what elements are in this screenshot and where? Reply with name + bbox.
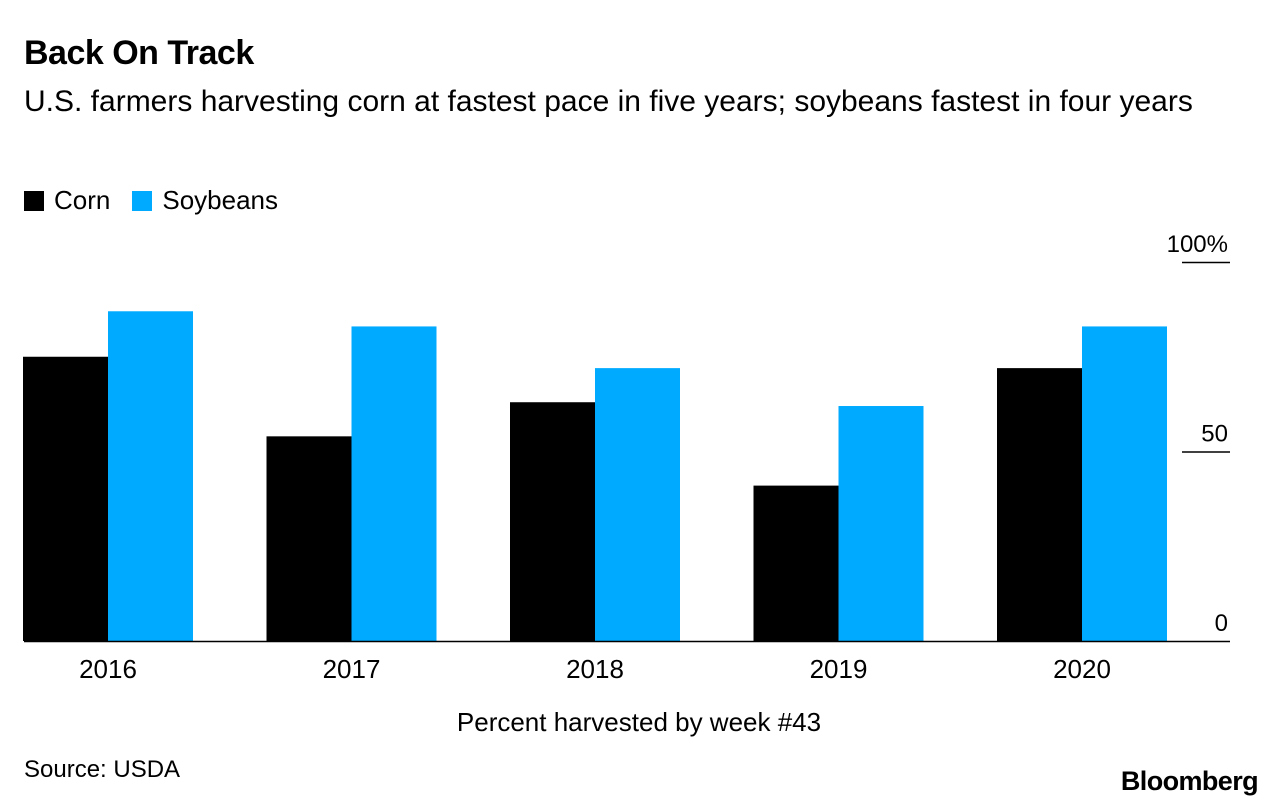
bar-soybeans-2017 bbox=[351, 326, 437, 641]
bar-corn-2020 bbox=[997, 368, 1082, 641]
y-tick-label-0: 0 bbox=[1215, 610, 1228, 637]
x-tick-label-2017: 2017 bbox=[323, 654, 381, 684]
x-tick-label-2016: 2016 bbox=[79, 654, 137, 684]
bar-corn-2019 bbox=[753, 485, 839, 641]
legend: Corn Soybeans bbox=[24, 185, 300, 216]
bar-soybeans-2019 bbox=[838, 406, 924, 641]
y-axis: 100% 50 0 bbox=[1167, 231, 1230, 637]
legend-label-soybeans: Soybeans bbox=[162, 185, 279, 215]
legend-label-corn: Corn bbox=[54, 185, 111, 215]
legend-swatch-soybeans bbox=[132, 190, 153, 211]
y-tick-label-50: 50 bbox=[1201, 421, 1228, 448]
bars-group bbox=[23, 311, 1167, 641]
legend-swatch-corn bbox=[24, 190, 44, 211]
x-axis-title: Percent harvested by week #43 bbox=[457, 707, 821, 737]
x-tick-label-2018: 2018 bbox=[566, 654, 624, 684]
legend-item-corn: Corn bbox=[24, 185, 110, 216]
bar-soybeans-2018 bbox=[595, 368, 680, 641]
x-tick-label-2019: 2019 bbox=[810, 654, 868, 684]
x-tick-label-2020: 2020 bbox=[1053, 654, 1111, 684]
source-note: Source: USDA bbox=[24, 756, 181, 783]
bar-soybeans-2020 bbox=[1082, 326, 1167, 641]
legend-item-soybeans: Soybeans bbox=[132, 185, 278, 216]
y-tick-label-100: 100% bbox=[1167, 231, 1228, 258]
chart-title: Back On Track bbox=[24, 34, 254, 72]
bar-corn-2017 bbox=[266, 436, 352, 641]
bar-soybeans-2016 bbox=[108, 311, 193, 641]
brand-logo: Bloomberg bbox=[1120, 766, 1259, 796]
bar-corn-2016 bbox=[23, 356, 108, 641]
x-axis: 2016 2017 2018 2019 2020 bbox=[79, 654, 1111, 684]
chart-subtitle: U.S. farmers harvesting corn at fastest … bbox=[24, 85, 1193, 118]
bar-corn-2018 bbox=[510, 402, 595, 641]
